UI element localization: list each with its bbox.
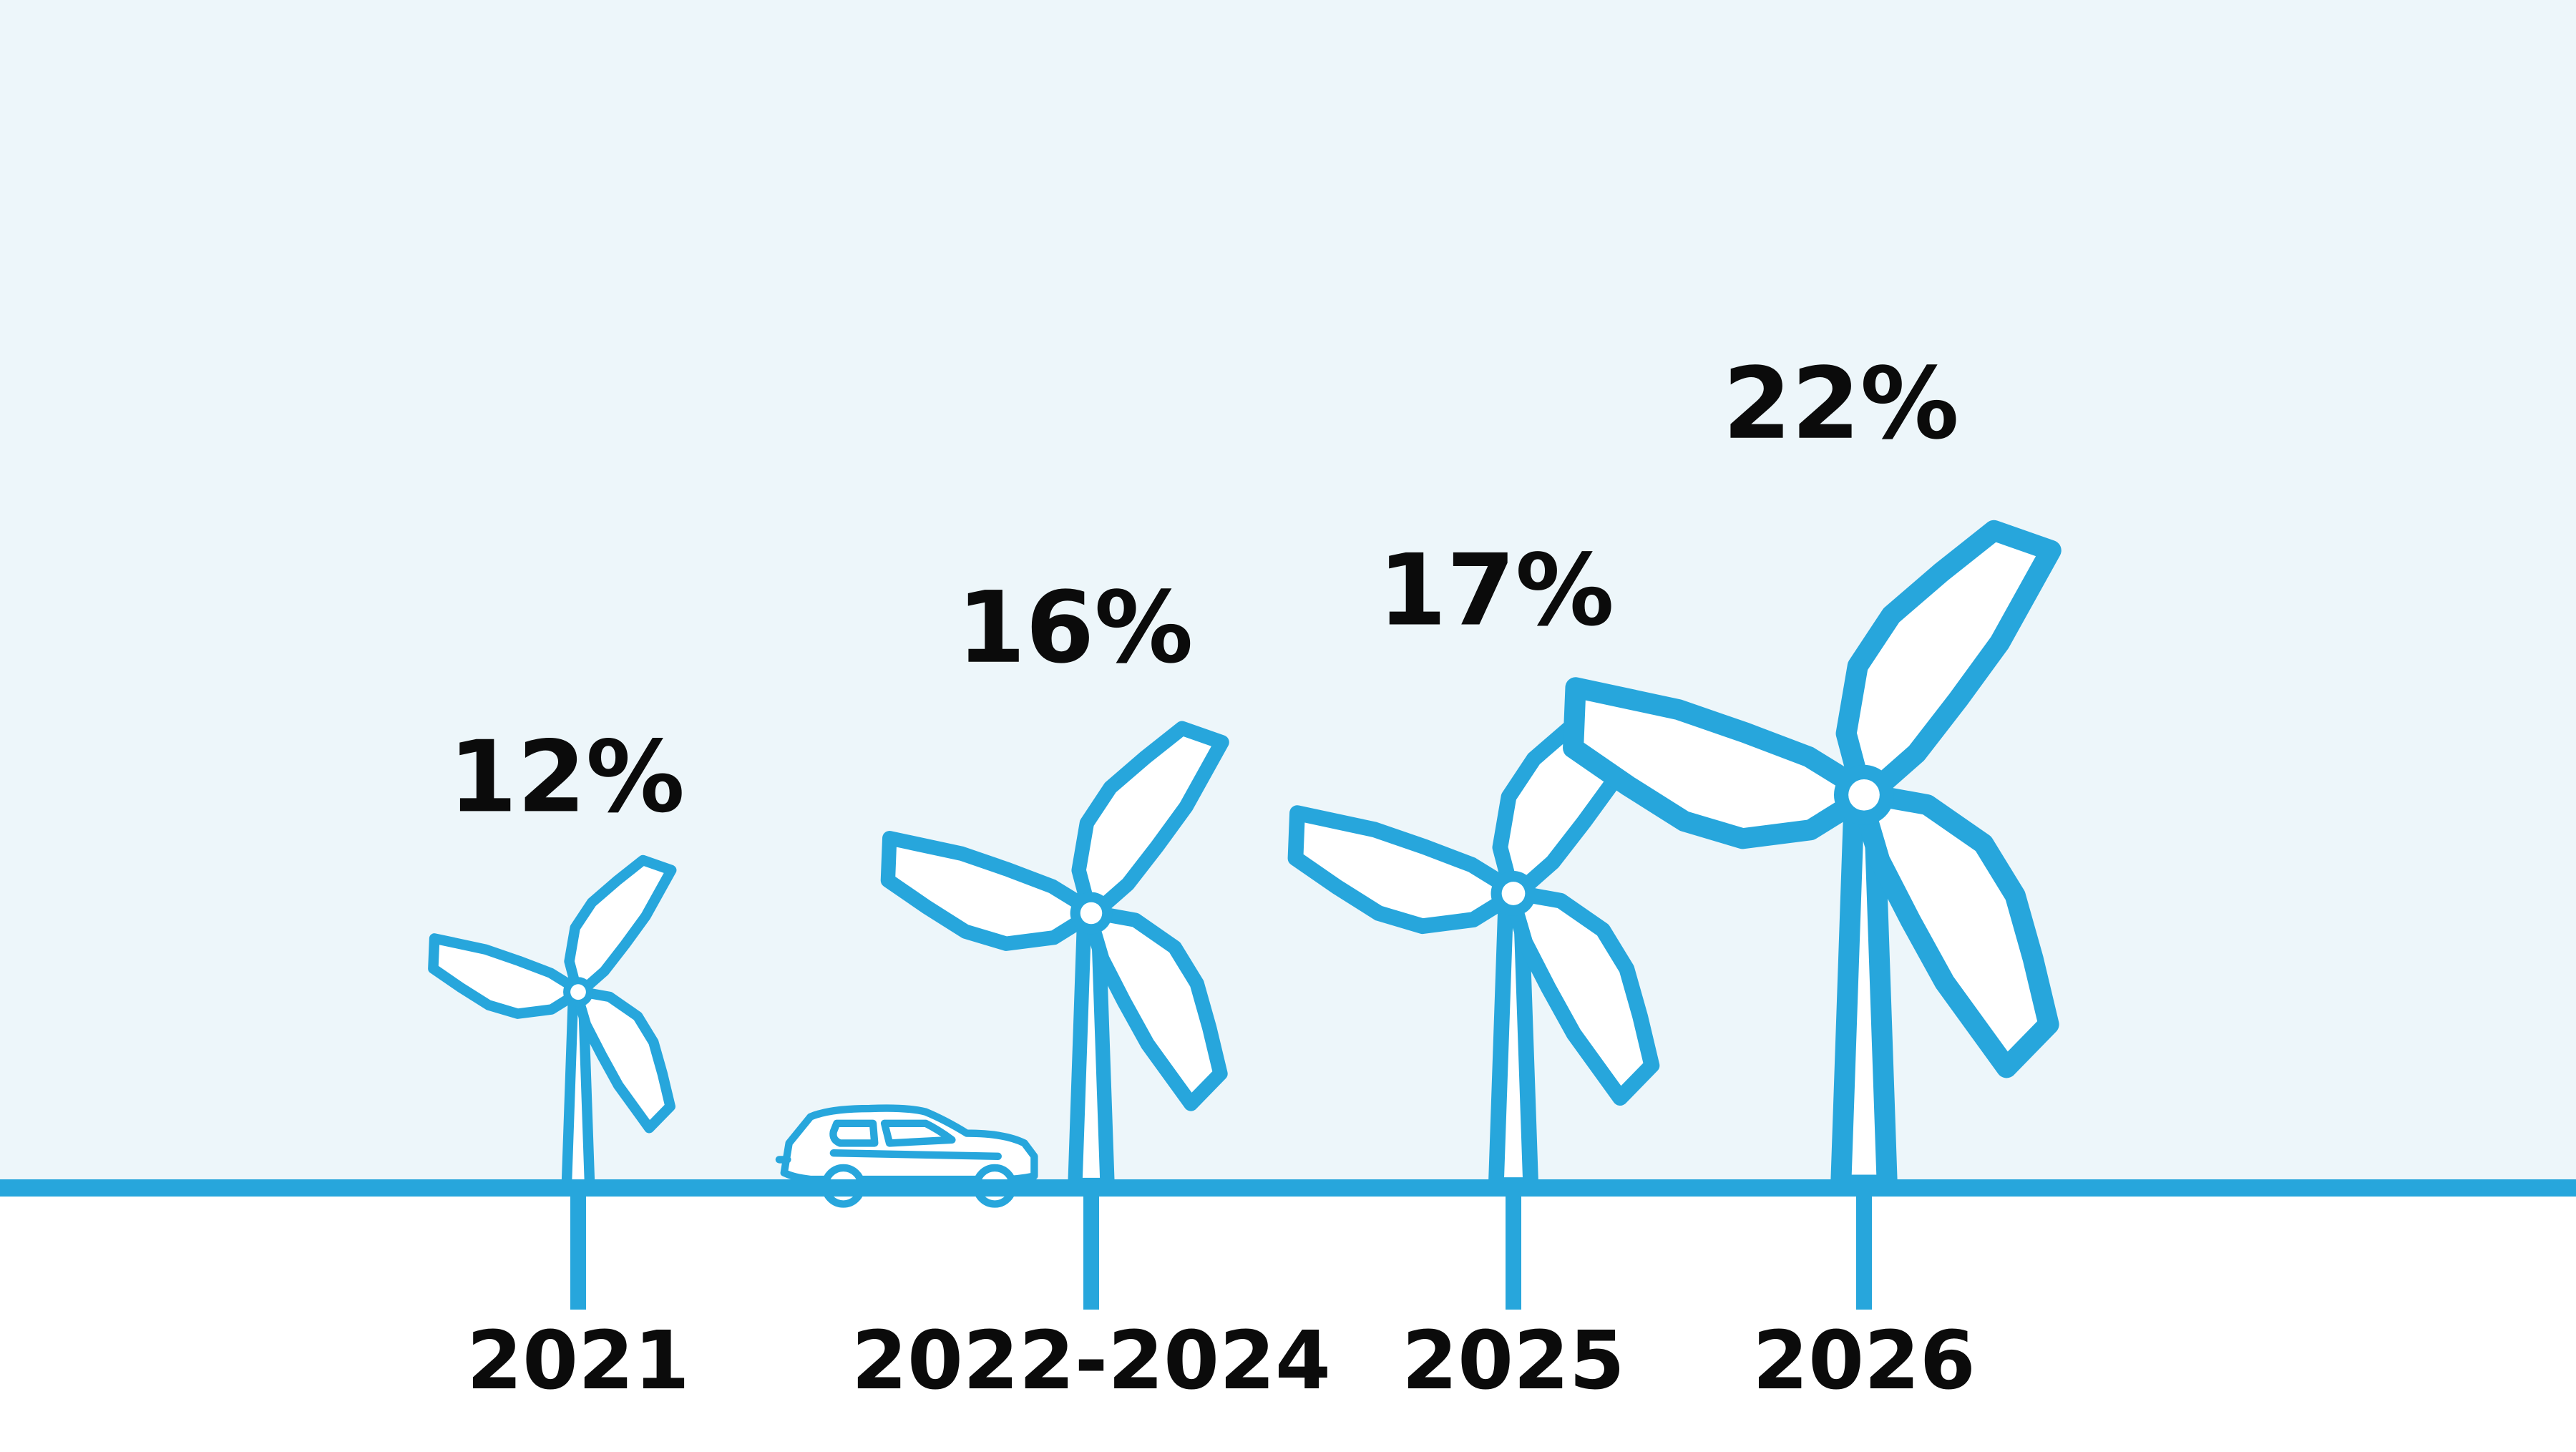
year-tick xyxy=(1506,1195,1521,1310)
value-label: 17% xyxy=(1378,533,1614,648)
turbine-blade xyxy=(1506,887,1660,1106)
turbine-blade xyxy=(1835,520,2062,799)
category-label: 2021 xyxy=(467,1315,690,1408)
turbine-blade xyxy=(1071,721,1229,916)
label-layer: 12% 2021 16% 2022-2024 17% 2025 22% 2026 xyxy=(449,346,1976,1408)
turbine-hub-center xyxy=(1080,902,1103,925)
turbine-blade xyxy=(1287,805,1513,935)
category-label: 2026 xyxy=(1752,1315,1976,1408)
turbine-blade xyxy=(428,933,578,1019)
sky-background xyxy=(0,0,2576,1188)
year-tick xyxy=(1856,1195,1872,1310)
turbine-blade xyxy=(880,831,1091,951)
value-label: 22% xyxy=(1723,346,1959,462)
turbine-blade xyxy=(564,854,677,994)
turbine-layer xyxy=(428,520,2062,1196)
turbine-hub-center xyxy=(570,984,586,1000)
category-label: 2025 xyxy=(1402,1315,1625,1408)
horizon-line xyxy=(0,1179,2576,1197)
ground-background xyxy=(0,1188,2576,1452)
turbine-hub-center xyxy=(1501,882,1526,905)
turbine-hub-center xyxy=(1848,779,1880,811)
category-label: 2022-2024 xyxy=(852,1315,1331,1408)
year-tick xyxy=(1083,1195,1099,1310)
turbine-blade xyxy=(1854,786,2059,1078)
turbine-2026 xyxy=(1563,520,2062,1196)
year-tick xyxy=(570,1195,586,1310)
turbine-blade xyxy=(573,987,675,1134)
value-label: 16% xyxy=(957,570,1193,686)
turbine-blade xyxy=(1084,907,1228,1111)
value-label: 12% xyxy=(449,719,685,834)
turbine-blade xyxy=(1563,677,1864,849)
